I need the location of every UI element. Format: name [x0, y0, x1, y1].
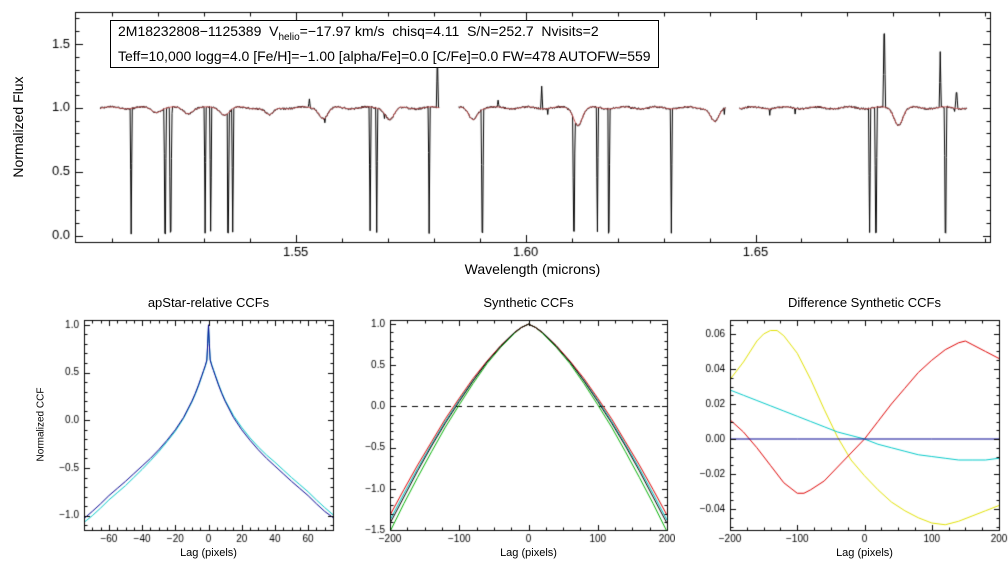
difference-ccf-panel: Difference Synthetic CCFs Lag (pixels) [675, 290, 1008, 576]
synthetic-ccf-panel: Synthetic CCFs Lag (pixels) [345, 290, 675, 576]
spectrum-y-axis-title: Normalized Flux [10, 76, 26, 178]
difference-ccf-x-axis-title: Lag (pixels) [836, 547, 893, 559]
synthetic-ccf-canvas [345, 290, 675, 576]
apstar-ccf-canvas [0, 290, 345, 576]
spectrum-info-line1: 2M18232808−1125389 Vhelio=−17.97 km/s ch… [118, 22, 651, 47]
apstar-ccf-y-axis-title: Normalized CCF [35, 387, 47, 462]
spectrum-info-box: 2M18232808−1125389 Vhelio=−17.97 km/s ch… [110, 20, 659, 68]
apstar-ccf-x-axis-title: Lag (pixels) [180, 547, 237, 559]
synthetic-ccf-x-axis-title: Lag (pixels) [500, 547, 557, 559]
vhelio-subscript: helio [278, 31, 300, 43]
spectrum-panel: 2M18232808−1125389 Vhelio=−17.97 km/s ch… [0, 0, 1008, 290]
vhelio-chisq-sn-nvisits-values: =−17.97 km/s chisq=4.11 S/N=252.7 Nvisit… [299, 23, 599, 39]
difference-ccf-canvas [675, 290, 1008, 576]
object-id-and-vhelio-label: 2M18232808−1125389 V [118, 23, 279, 39]
spectrum-x-axis-title: Wavelength (microns) [464, 261, 601, 277]
spectrum-info-line2: Teff=10,000 logg=4.0 [Fe/H]=−1.00 [alpha… [118, 47, 651, 64]
apstar-relative-ccf-panel: apStar-relative CCFs Normalized CCF Lag … [0, 290, 345, 576]
